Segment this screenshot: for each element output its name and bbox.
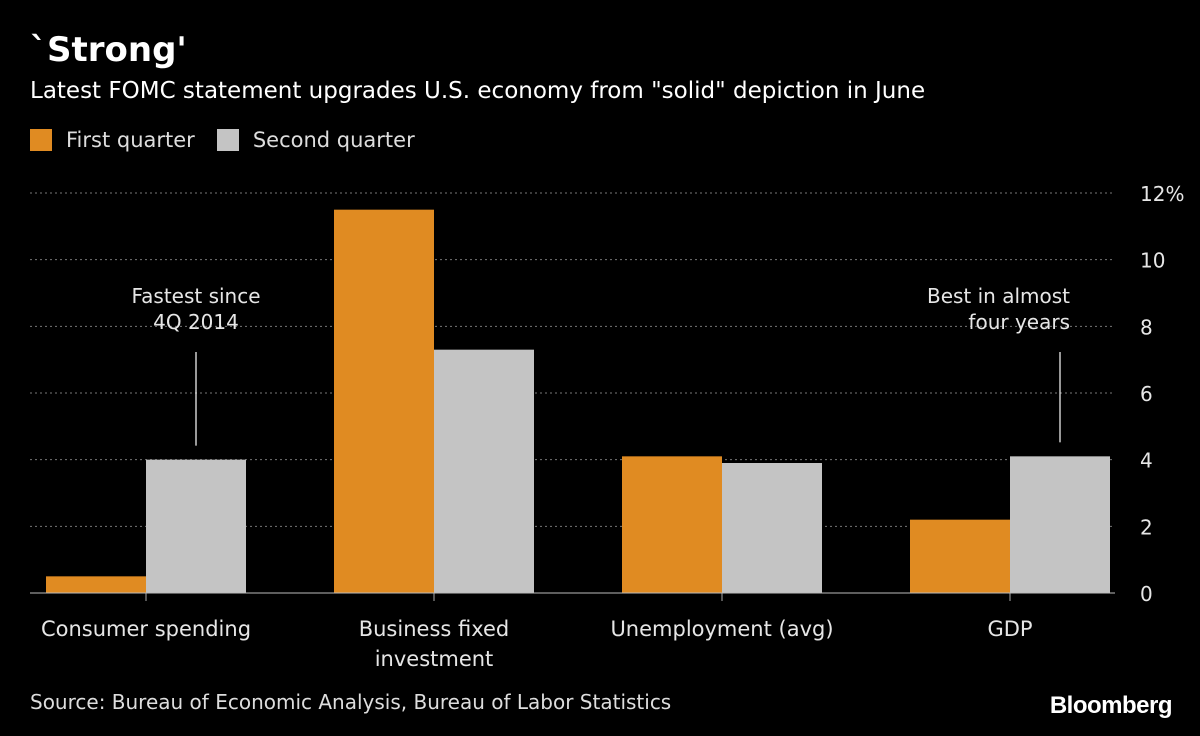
bar-second-quarter [434,349,534,593]
chart-subtitle: Latest FOMC statement upgrades U.S. econ… [30,78,926,104]
y-tick-label: 0 [1140,582,1153,606]
x-tick-label: GDP [987,617,1032,641]
source-note: Source: Bureau of Economic Analysis, Bur… [30,690,672,714]
y-tick-label: 10 [1140,249,1165,273]
legend-swatch-first-quarter [30,129,52,151]
bar-second-quarter [722,463,822,593]
annotation-text: Best in almost [927,284,1070,308]
y-tick-label: 6 [1140,382,1153,406]
x-tick-label: Unemployment (avg) [610,617,833,641]
y-tick-label: 12% [1140,182,1184,206]
bar-first-quarter [622,456,722,593]
annotation-text: four years [968,310,1070,334]
bloomberg-logo: Bloomberg [1049,692,1173,719]
legend-swatch-second-quarter [216,129,239,151]
legend-label-second-quarter: Second quarter [252,128,415,152]
x-tick-label: Consumer spending [41,617,251,641]
chart-title: `Strong' [30,30,187,70]
legend: First quarter Second quarter [30,128,437,152]
legend-label-first-quarter: First quarter [66,128,195,152]
y-tick-label: 8 [1140,315,1153,339]
annotation-text: Fastest since [131,284,260,308]
y-tick-label: 2 [1140,515,1153,539]
bar-second-quarter [1010,456,1110,593]
x-tick-label: investment [375,647,494,671]
y-tick-label: 4 [1140,449,1153,473]
x-tick-label: Business fixed [359,617,510,641]
bar-second-quarter [146,459,246,593]
bar-first-quarter [46,576,146,593]
bar-first-quarter [910,519,1010,593]
annotation-text: 4Q 2014 [153,310,239,334]
bar-first-quarter [334,209,434,593]
